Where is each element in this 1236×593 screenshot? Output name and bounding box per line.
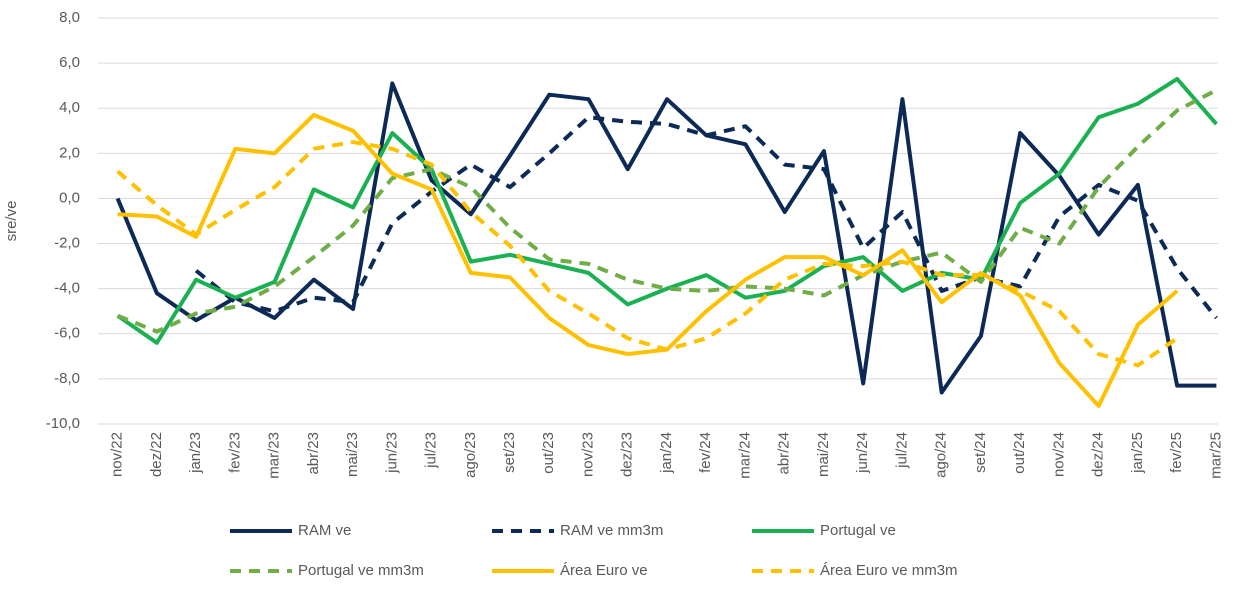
legend-label: RAM ve <box>298 522 351 539</box>
x-tick-label: fev/23 <box>226 432 243 473</box>
legend-label: Área Euro ve <box>560 562 648 579</box>
x-tick-label: mar/25 <box>1207 432 1224 479</box>
y-tick-label: -2,0 <box>54 235 80 252</box>
x-tick-label: mar/24 <box>736 432 753 479</box>
x-tick-label: ago/24 <box>933 432 950 478</box>
y-axis-label: sre/ve <box>3 201 20 242</box>
x-tick-label: fev/25 <box>1168 432 1185 473</box>
x-tick-label: jul/23 <box>423 432 440 469</box>
x-tick-label: set/23 <box>501 432 518 473</box>
x-tick-label: nov/22 <box>109 432 126 477</box>
x-tick-label: jan/23 <box>187 432 204 474</box>
x-tick-label: dez/22 <box>148 432 165 477</box>
series-line <box>116 140 1179 368</box>
x-tick-label: jul/24 <box>893 432 910 469</box>
x-tick-label: jan/24 <box>658 432 675 474</box>
y-tick-label: 6,0 <box>59 54 80 71</box>
x-tick-label: out/23 <box>540 432 557 474</box>
x-tick-label: out/24 <box>1011 432 1028 474</box>
legend-label: Portugal ve mm3m <box>298 562 424 579</box>
y-tick-label: -6,0 <box>54 325 80 342</box>
x-tick-label: dez/23 <box>619 432 636 477</box>
x-tick-label: jan/25 <box>1129 432 1146 474</box>
series-line <box>116 88 1218 334</box>
series-line <box>117 112 1179 408</box>
x-tick-label: nov/23 <box>579 432 596 477</box>
x-tick-label: nov/24 <box>1050 432 1067 477</box>
legend-label: Área Euro ve mm3m <box>820 562 958 579</box>
x-tick-label: jun/23 <box>383 432 400 474</box>
series-line <box>194 115 1218 320</box>
series-line <box>115 81 1217 395</box>
x-tick-label: abr/24 <box>776 432 793 475</box>
x-tick-label: abr/23 <box>305 432 322 475</box>
y-tick-label: -4,0 <box>54 280 80 297</box>
x-tick-label: mar/23 <box>266 432 283 479</box>
x-tick-label: dez/24 <box>1090 432 1107 477</box>
x-tick-label: mai/24 <box>815 432 832 477</box>
y-tick-label: 0,0 <box>59 189 80 206</box>
x-tick-label: ago/23 <box>462 432 479 478</box>
legend-label: Portugal ve <box>820 522 896 539</box>
x-tick-label: set/24 <box>972 432 989 473</box>
x-tick-label: fev/24 <box>697 432 714 473</box>
series-line <box>116 76 1218 345</box>
x-tick-label: mai/23 <box>344 432 361 477</box>
y-tick-label: -10,0 <box>46 415 80 432</box>
legend-label: RAM ve mm3m <box>560 522 663 539</box>
y-tick-label: -8,0 <box>54 370 80 387</box>
y-tick-label: 2,0 <box>59 144 80 161</box>
x-tick-label: jun/24 <box>854 432 871 474</box>
y-tick-label: 8,0 <box>59 9 80 26</box>
y-tick-label: 4,0 <box>59 99 80 116</box>
